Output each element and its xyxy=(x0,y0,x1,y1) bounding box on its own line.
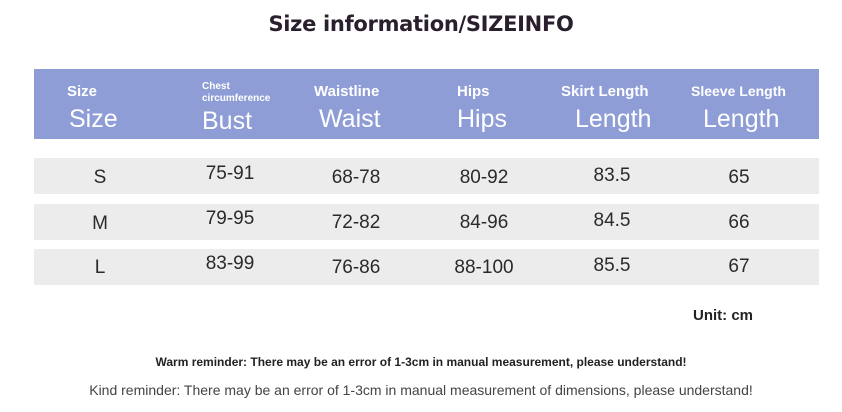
header-sleeve-label: Sleeve Length xyxy=(691,83,786,99)
header-size-label: Size xyxy=(67,83,98,100)
header-hips-label: Hips xyxy=(457,83,490,100)
table-row: M 79-95 72-82 84-96 84.5 66 xyxy=(34,204,819,240)
cell-hips: 88-100 xyxy=(454,257,514,278)
header-waist-title: Waist xyxy=(319,105,381,133)
header-sleeve-title: Length xyxy=(703,105,780,133)
cell-bust: 79-95 xyxy=(205,208,255,229)
kind-reminder: Kind reminder: There may be an error of … xyxy=(89,382,753,398)
cell-sleeve: 66 xyxy=(728,212,750,233)
cell-sleeve: 65 xyxy=(728,167,750,188)
cell-waist: 76-86 xyxy=(331,257,381,278)
cell-hips: 84-96 xyxy=(459,212,509,233)
cell-hips: 80-92 xyxy=(459,167,509,188)
header-skirt-title: Length xyxy=(575,105,652,133)
cell-size: S xyxy=(93,167,107,188)
header-waist-label: Waistline xyxy=(314,83,380,100)
header-hips-title: Hips xyxy=(457,105,508,133)
page-title: Size information/SIZEINFO xyxy=(268,12,574,36)
cell-skirt: 84.5 xyxy=(593,210,631,231)
header-bust-label: Chest circumference xyxy=(202,81,271,104)
cell-bust: 83-99 xyxy=(205,253,255,274)
cell-bust: 75-91 xyxy=(205,163,255,184)
cell-sleeve: 67 xyxy=(728,256,750,277)
cell-skirt: 83.5 xyxy=(593,165,631,186)
cell-size: M xyxy=(92,213,108,234)
cell-waist: 68-78 xyxy=(331,167,381,188)
cell-skirt: 85.5 xyxy=(593,255,631,276)
cell-waist: 72-82 xyxy=(331,212,381,233)
table-row: S 75-91 68-78 80-92 83.5 65 xyxy=(34,158,819,194)
header-bust-title: Bust xyxy=(202,107,253,135)
size-table-header: Size Size Chest circumference Bust Waist… xyxy=(34,69,819,139)
warm-reminder: Warm reminder: There may be an error of … xyxy=(155,355,687,369)
unit-label: Unit: cm xyxy=(693,307,753,324)
header-size-title: Size xyxy=(69,105,118,133)
table-row: L 83-99 76-86 88-100 85.5 67 xyxy=(34,249,819,285)
cell-size: L xyxy=(94,257,106,278)
header-skirt-label: Skirt Length xyxy=(561,83,649,100)
